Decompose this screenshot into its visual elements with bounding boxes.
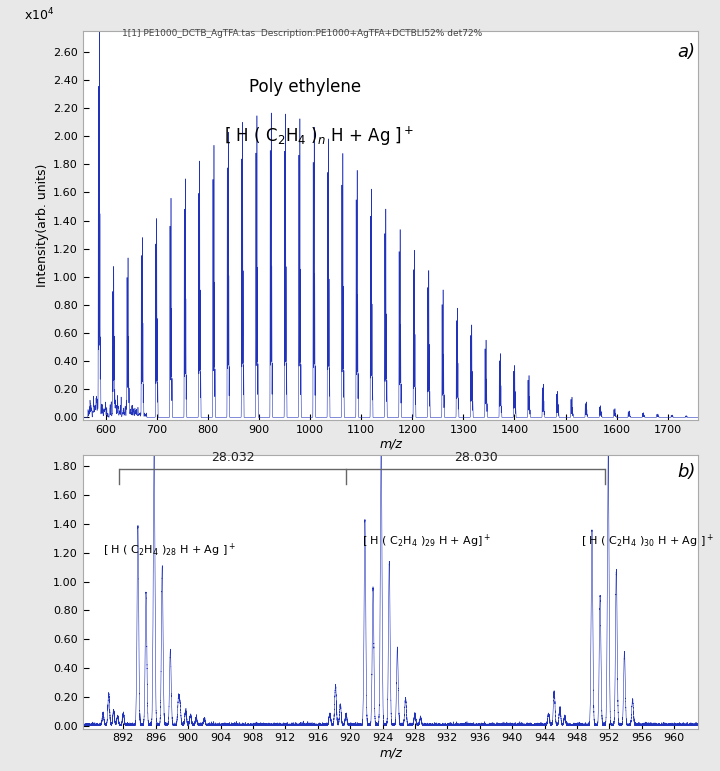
Text: a): a): [677, 42, 695, 60]
Text: b): b): [677, 463, 696, 481]
Text: 28.032: 28.032: [211, 450, 254, 463]
Text: [ H ( C$_2$H$_4$ )$_{28}$ H + Ag ]$^+$: [ H ( C$_2$H$_4$ )$_{28}$ H + Ag ]$^+$: [103, 541, 236, 559]
Text: [ H ( C$_2$H$_4$ )$_{29}$ H + Ag]$^+$: [ H ( C$_2$H$_4$ )$_{29}$ H + Ag]$^+$: [362, 533, 491, 550]
Text: x10$^4$: x10$^4$: [24, 6, 55, 23]
Text: [ H ( C$_2$H$_4$ )$_n$ H + Ag ]$^+$: [ H ( C$_2$H$_4$ )$_n$ H + Ag ]$^+$: [225, 124, 415, 147]
Y-axis label: Intensity(arb. units): Intensity(arb. units): [36, 163, 49, 288]
X-axis label: m/z: m/z: [379, 746, 402, 759]
Text: Poly ethylene: Poly ethylene: [249, 78, 361, 96]
Text: 1[1] PE1000_DCTB_AgTFA.tas  Description:PE1000+AgTFA+DCTBLI52% det72%: 1[1] PE1000_DCTB_AgTFA.tas Description:P…: [122, 29, 482, 39]
Text: 28.030: 28.030: [454, 450, 498, 463]
Text: [ H ( C$_2$H$_4$ )$_{30}$ H + Ag ]$^+$: [ H ( C$_2$H$_4$ )$_{30}$ H + Ag ]$^+$: [581, 533, 714, 550]
X-axis label: m/z: m/z: [379, 438, 402, 451]
